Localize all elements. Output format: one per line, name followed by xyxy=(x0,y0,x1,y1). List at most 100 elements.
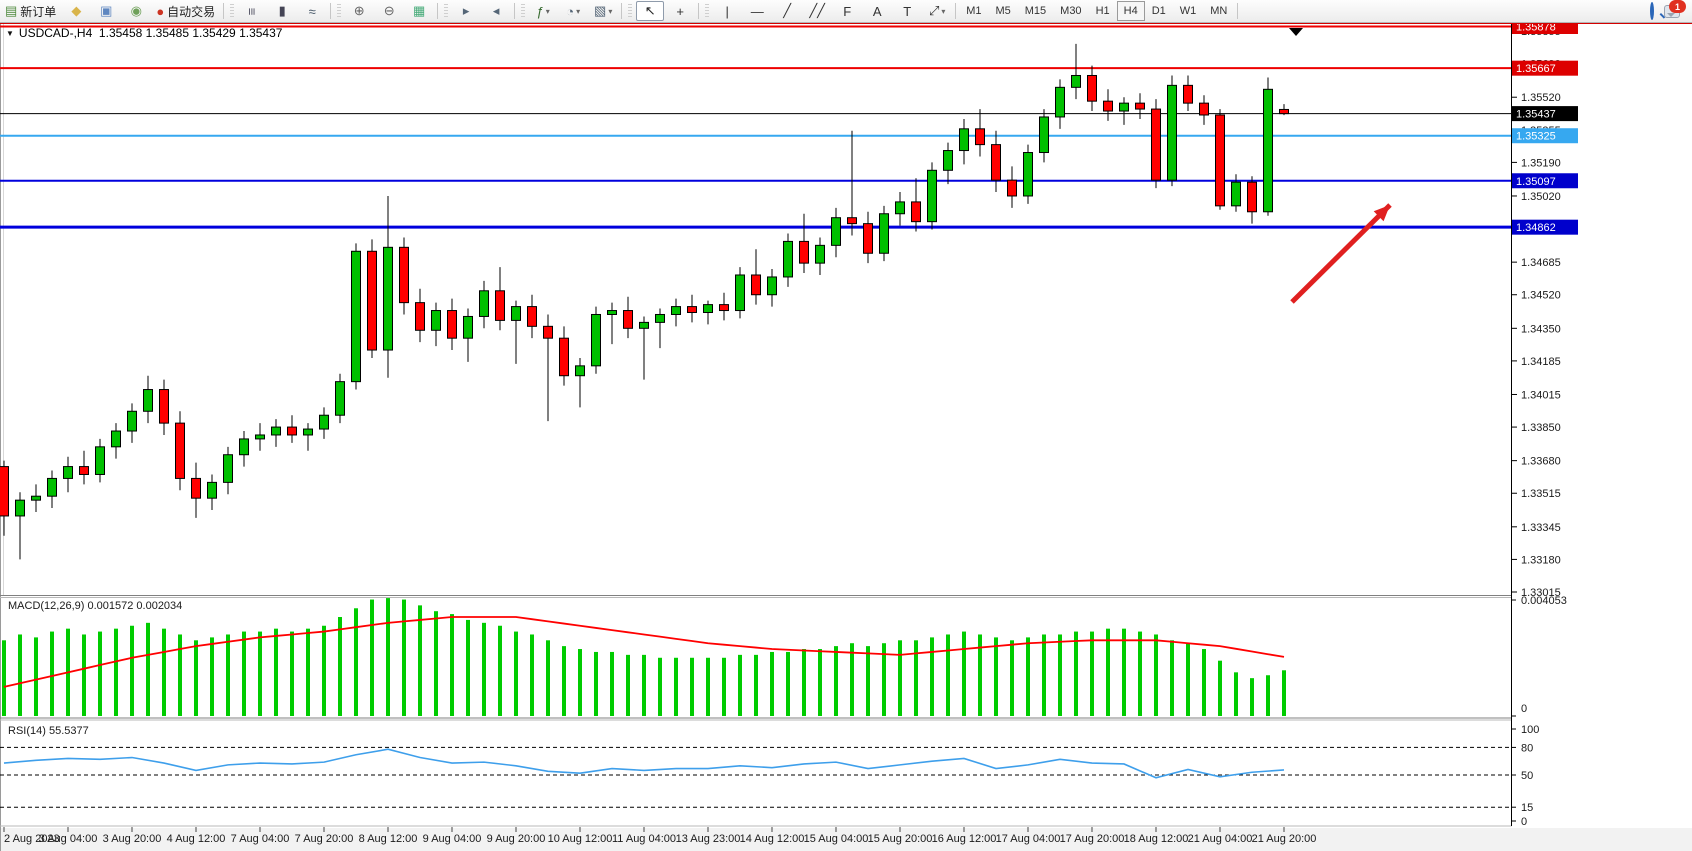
signal-button[interactable]: ◉ xyxy=(122,1,150,21)
svg-text:15 Aug 20:00: 15 Aug 20:00 xyxy=(868,833,933,845)
chart-menu-triangle-icon[interactable]: ▼ xyxy=(6,28,14,38)
svg-text:11 Aug 04:00: 11 Aug 04:00 xyxy=(612,833,676,845)
chevron-down-icon: ▾ xyxy=(545,6,550,16)
vline-button[interactable]: | xyxy=(713,1,741,21)
time-marker-triangle-icon[interactable] xyxy=(1289,28,1303,36)
text-icon: A xyxy=(872,3,882,19)
new-order-icon: ▤ xyxy=(5,3,18,18)
line-chart-button[interactable]: ≈ xyxy=(298,1,326,21)
timeframe-w1[interactable]: W1 xyxy=(1179,5,1197,17)
toolbar-separator xyxy=(330,3,332,19)
svg-text:7 Aug 20:00: 7 Aug 20:00 xyxy=(295,833,354,845)
timeframe-m30[interactable]: M30 xyxy=(1060,5,1082,17)
tile-windows-button[interactable]: ▦ xyxy=(405,1,433,21)
toolbar-group-handle xyxy=(444,4,449,18)
hline-button[interactable]: — xyxy=(743,1,771,21)
svg-text:15 Aug 04:00: 15 Aug 04:00 xyxy=(804,833,869,845)
fibonacci-button[interactable]: F xyxy=(833,1,861,21)
toolbar-separator xyxy=(223,3,225,19)
autotrade-button[interactable]: ● 自动交易 xyxy=(152,1,219,21)
timeframe-h4[interactable]: H4 xyxy=(1116,1,1145,21)
candles-layer xyxy=(0,43,1289,560)
toolbar-group-handle xyxy=(337,4,342,18)
mac d-pane[interactable] xyxy=(2,598,1286,716)
chart-title-text: USDCAD-,H4 1.35458 1.35485 1.35429 1.354… xyxy=(18,26,283,40)
macd-axis-max: 0.004053 xyxy=(1521,595,1567,607)
new-order-button[interactable]: ▤ 新订单 xyxy=(1,1,60,21)
timeframe-h1[interactable]: H1 xyxy=(1095,5,1110,17)
equidistant-channel-button[interactable]: ╱╱ xyxy=(803,1,831,21)
signal-icon: ◉ xyxy=(130,3,142,18)
indicators-button[interactable]: ƒ ▾ xyxy=(529,1,557,21)
cursor-button[interactable]: ↖ xyxy=(636,1,665,21)
svg-text:21 Aug 04:00: 21 Aug 04:00 xyxy=(1188,833,1253,845)
svg-text:1.34520: 1.34520 xyxy=(1521,290,1561,302)
toolbar-group-handle xyxy=(628,4,633,18)
toolbar-right-group: 1 xyxy=(1650,0,1686,20)
timeframe-m5[interactable]: M5 xyxy=(995,5,1011,17)
rsi-label: RSI(14) 55.5377 xyxy=(8,725,89,737)
zoom-out-button[interactable]: ⊖ xyxy=(375,1,403,21)
svg-text:1.35520: 1.35520 xyxy=(1521,92,1561,104)
templates-button[interactable]: ▧ ▾ xyxy=(589,1,617,21)
horizontal-lines-layer[interactable] xyxy=(0,25,1511,229)
zoom-in-button[interactable]: ⊕ xyxy=(345,1,373,21)
trendline-icon: ╱ xyxy=(783,3,792,18)
svg-text:1.35190: 1.35190 xyxy=(1521,157,1561,169)
periods-button[interactable]: ◔ ▾ xyxy=(559,1,587,21)
svg-text:14 Aug 12:00: 14 Aug 12:00 xyxy=(740,833,805,845)
search-button[interactable] xyxy=(1650,2,1654,20)
svg-text:1.34185: 1.34185 xyxy=(1521,356,1561,368)
price-badges: 1.35878 1.35667 1.35437 1.35325 1.35097 1.348… xyxy=(1512,19,1578,235)
chart-title: ▼ USDCAD-,H4 1.35458 1.35485 1.35429 1.3… xyxy=(6,26,282,40)
candlestick-button[interactable]: ▮ xyxy=(268,1,296,21)
periods-icon: ◔ xyxy=(566,3,575,19)
bar-chart-button[interactable]: ≡ xyxy=(238,1,266,21)
text-button[interactable]: A xyxy=(863,1,891,21)
new-order-label: 新订单 xyxy=(20,4,57,19)
svg-text:9 Aug 04:00: 9 Aug 04:00 xyxy=(423,833,482,845)
trendline-button[interactable]: ╱ xyxy=(773,1,801,21)
chart-shift-button[interactable]: ◂ xyxy=(482,1,510,21)
svg-text:16 Aug 12:00: 16 Aug 12:00 xyxy=(932,833,997,845)
indicators-icon: ƒ xyxy=(536,3,544,19)
zoom-in-icon: ⊕ xyxy=(353,3,365,18)
timeframe-d1[interactable]: D1 xyxy=(1151,5,1166,17)
svg-text:18 Aug 12:00: 18 Aug 12:00 xyxy=(1124,833,1189,845)
svg-text:1.34015: 1.34015 xyxy=(1521,389,1561,401)
arrows-button[interactable]: ⤢ ▾ xyxy=(923,1,951,21)
svg-text:100: 100 xyxy=(1521,724,1539,736)
timeframe-m15[interactable]: M15 xyxy=(1024,5,1047,17)
svg-text:1.33345: 1.33345 xyxy=(1521,522,1561,534)
svg-text:17 Aug 04:00: 17 Aug 04:00 xyxy=(996,833,1061,845)
text-label-button[interactable]: T xyxy=(893,1,921,21)
crosshair-button[interactable]: + xyxy=(666,1,694,21)
arrow-annotation[interactable] xyxy=(1290,203,1392,304)
stamp-button[interactable]: ◆ xyxy=(62,1,90,21)
chevron-down-icon: ▾ xyxy=(576,6,581,16)
toolbar-group-handle xyxy=(705,4,710,18)
line-chart-icon: ≈ xyxy=(308,3,316,19)
rsi-pane[interactable] xyxy=(0,746,1511,808)
svg-text:1.35878: 1.35878 xyxy=(1516,22,1556,34)
search-icon xyxy=(1650,2,1654,20)
svg-text:1.33850: 1.33850 xyxy=(1521,422,1561,434)
timeframe-mn[interactable]: MN xyxy=(1210,5,1228,17)
svg-text:15: 15 xyxy=(1521,802,1533,814)
svg-text:1.35020: 1.35020 xyxy=(1521,191,1561,203)
timeframe-group: M1 M5 M15 M30 H1 H4 D1 W1 MN xyxy=(959,1,1234,21)
vline-icon: | xyxy=(725,3,729,19)
svg-text:50: 50 xyxy=(1521,770,1533,782)
notifications-button[interactable]: 1 xyxy=(1664,0,1686,20)
notification-badge: 1 xyxy=(1669,0,1686,13)
main-toolbar: ▤ 新订单 ◆ ▣ ◉ ● 自动交易 ≡ ▮ ≈ ⊕ ⊖ ▦ ▸ ◂ ƒ ▾ ◔ ▾ ▧ ▾ ↖ + | — ╱ ╱╱ F A T ⤢ ▾ M1… xyxy=(0,0,1692,23)
auto-scroll-button[interactable]: ▸ xyxy=(452,1,480,21)
svg-text:3 Aug 20:00: 3 Aug 20:00 xyxy=(103,833,162,845)
svg-text:1.35667: 1.35667 xyxy=(1516,63,1556,75)
profile-button[interactable]: ▣ xyxy=(92,1,120,21)
macd-label: MACD(12,26,9) 0.001572 0.002034 xyxy=(8,600,183,612)
timeframe-m1[interactable]: M1 xyxy=(966,5,982,17)
svg-text:8 Aug 12:00: 8 Aug 12:00 xyxy=(359,833,418,845)
